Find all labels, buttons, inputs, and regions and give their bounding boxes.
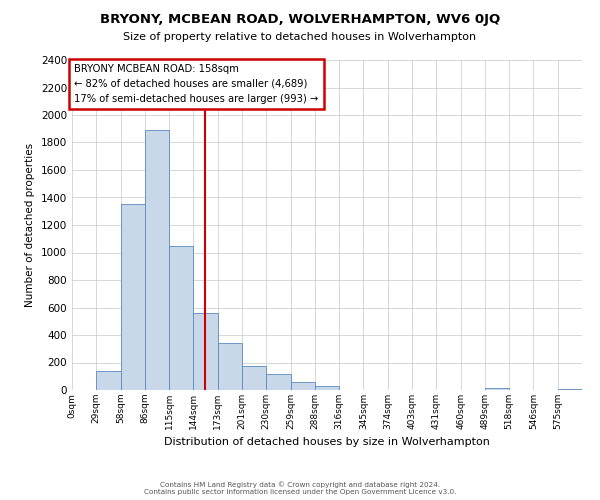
Bar [242, 366, 266, 390]
Bar [290, 382, 315, 390]
Bar [193, 313, 218, 390]
Bar [145, 130, 169, 390]
Bar [169, 246, 193, 390]
Y-axis label: Number of detached properties: Number of detached properties [25, 143, 35, 307]
Bar [121, 204, 145, 390]
Text: BRYONY MCBEAN ROAD: 158sqm
← 82% of detached houses are smaller (4,689)
17% of s: BRYONY MCBEAN ROAD: 158sqm ← 82% of deta… [74, 64, 319, 104]
Text: Size of property relative to detached houses in Wolverhampton: Size of property relative to detached ho… [124, 32, 476, 42]
Text: Contains HM Land Registry data © Crown copyright and database right 2024.: Contains HM Land Registry data © Crown c… [160, 481, 440, 488]
Bar [485, 388, 509, 390]
Bar [96, 372, 121, 390]
Text: Contains public sector information licensed under the Open Government Licence v3: Contains public sector information licen… [144, 489, 456, 495]
Bar [558, 388, 582, 390]
Text: BRYONY, MCBEAN ROAD, WOLVERHAMPTON, WV6 0JQ: BRYONY, MCBEAN ROAD, WOLVERHAMPTON, WV6 … [100, 12, 500, 26]
Bar [315, 386, 339, 390]
Bar [266, 374, 290, 390]
X-axis label: Distribution of detached houses by size in Wolverhampton: Distribution of detached houses by size … [164, 438, 490, 448]
Bar [218, 343, 242, 390]
